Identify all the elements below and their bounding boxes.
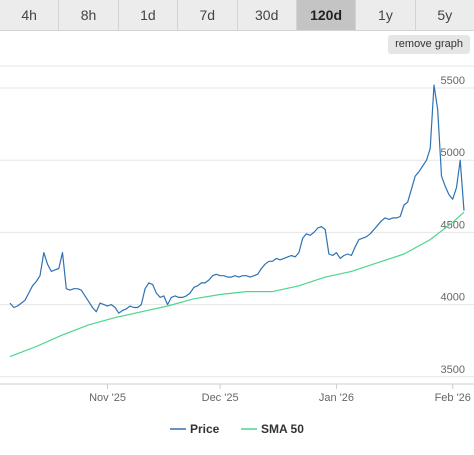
x-tick-label: Dec '25 <box>202 392 239 404</box>
tab-30d[interactable]: 30d <box>237 0 297 30</box>
sma-50-series-line <box>9 211 465 358</box>
legend-sma-50-label: SMA 50 <box>261 422 304 436</box>
tab-120d[interactable]: 120d <box>296 0 357 30</box>
timeframe-tabs: 4h 8h 1d 7d 30d 120d 1y 5y <box>0 0 474 31</box>
tab-5y[interactable]: 5y <box>415 0 474 30</box>
x-tick-label: Feb '26 <box>435 392 471 404</box>
y-tick-label: 3500 <box>441 364 465 376</box>
tab-7d[interactable]: 7d <box>178 0 238 30</box>
y-tick-label: 4000 <box>441 292 465 304</box>
y-tick-label: 4500 <box>441 219 465 231</box>
legend-price-label: Price <box>190 422 220 436</box>
tab-1d[interactable]: 1d <box>118 0 179 30</box>
price-chart: 3500 4000 4500 5000 5500 Nov '25 Dec '25 Jan '2… <box>0 65 474 436</box>
tab-4h[interactable]: 4h <box>0 0 60 30</box>
y-tick-label: 5500 <box>441 75 465 87</box>
x-tick-label: Jan '26 <box>319 392 354 404</box>
tab-8h[interactable]: 8h <box>59 0 119 30</box>
tab-1y[interactable]: 1y <box>356 0 416 30</box>
price-series-line <box>9 84 465 314</box>
x-tick-label: Nov '25 <box>89 392 126 404</box>
y-tick-label: 5000 <box>441 147 465 159</box>
remove-graph-button[interactable]: remove graph <box>388 35 470 54</box>
